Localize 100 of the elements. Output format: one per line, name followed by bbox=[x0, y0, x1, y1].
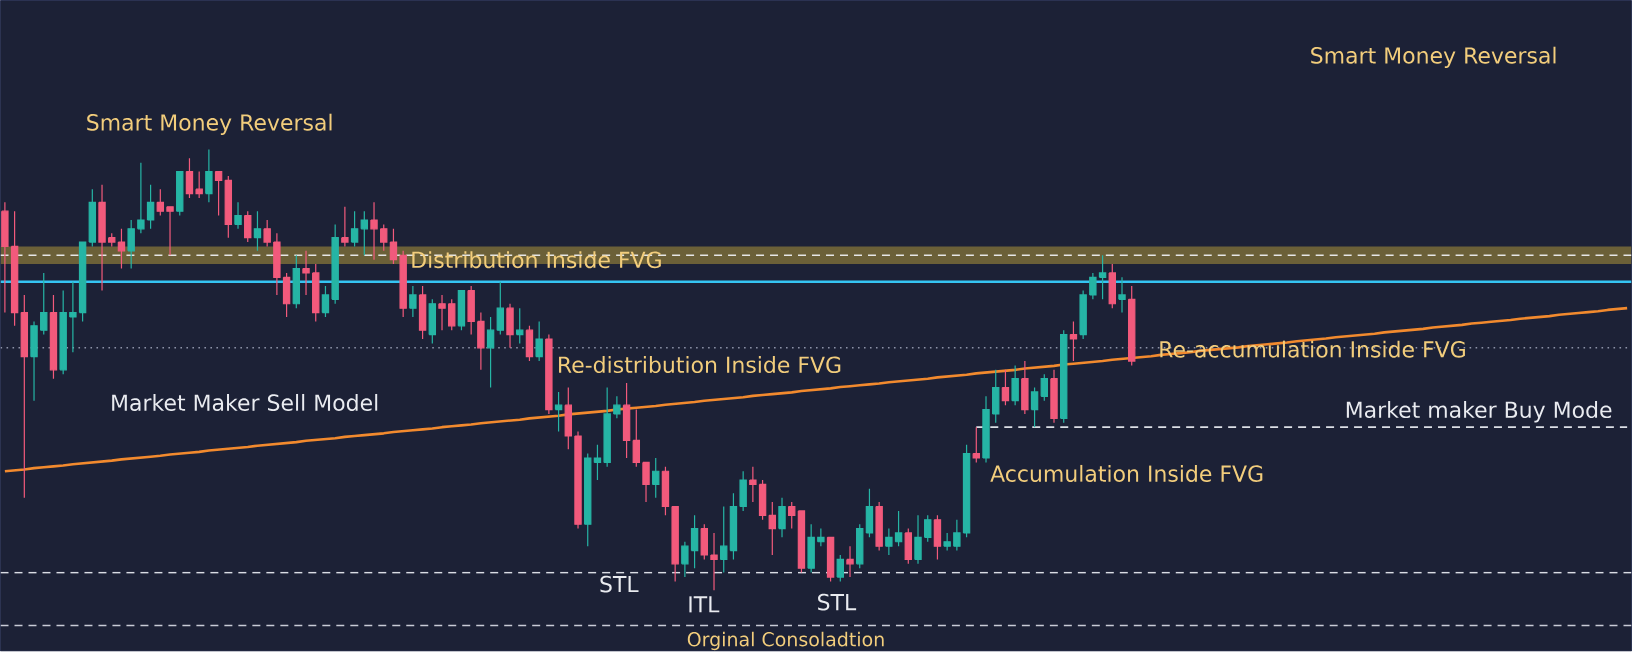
candlestick bbox=[642, 462, 650, 503]
candlestick bbox=[486, 316, 495, 389]
candlestick bbox=[613, 395, 621, 420]
text: Smart Money Reversal bbox=[87, 113, 332, 136]
candlestick bbox=[1001, 369, 1010, 406]
candlestick bbox=[40, 272, 48, 336]
candlestick bbox=[273, 232, 281, 296]
candlestick bbox=[1108, 263, 1116, 309]
candlestick bbox=[972, 426, 980, 464]
candlestick bbox=[652, 457, 660, 499]
text: ITL bbox=[689, 596, 720, 613]
candlestick bbox=[593, 444, 602, 481]
candlestick bbox=[506, 303, 514, 349]
candlestick bbox=[1079, 290, 1087, 340]
annotation: Market Maker Sell Model bbox=[112, 394, 378, 412]
candlestick bbox=[924, 514, 932, 543]
candlestick bbox=[205, 149, 213, 204]
candlestick bbox=[1098, 254, 1107, 301]
candlestick bbox=[865, 488, 874, 539]
candlestick bbox=[20, 294, 29, 499]
candlestick bbox=[49, 294, 58, 380]
candlestick bbox=[117, 228, 126, 270]
candlestick bbox=[885, 528, 893, 556]
candlestick bbox=[700, 523, 709, 561]
candlestick bbox=[1030, 387, 1039, 428]
candlestick bbox=[1040, 373, 1048, 402]
candlestick bbox=[671, 506, 679, 583]
candlestick bbox=[477, 312, 485, 371]
candlestick bbox=[1118, 276, 1126, 314]
candlestick bbox=[953, 519, 961, 552]
candlestick bbox=[1021, 360, 1029, 415]
candlestick bbox=[282, 272, 291, 318]
candlestick bbox=[729, 492, 738, 561]
candlestick bbox=[380, 224, 388, 252]
candlestick bbox=[30, 320, 38, 402]
candlestick bbox=[584, 453, 592, 547]
text: STL bbox=[818, 594, 857, 611]
candlestick bbox=[88, 188, 97, 248]
candlestick bbox=[632, 409, 641, 468]
candlestick bbox=[846, 545, 854, 578]
candlestick bbox=[234, 201, 242, 230]
candlestick bbox=[59, 290, 67, 376]
candlestick bbox=[496, 281, 505, 336]
candlestick bbox=[302, 250, 310, 296]
candlestick bbox=[98, 184, 106, 292]
candlestick bbox=[195, 171, 203, 199]
candlestick bbox=[438, 294, 446, 331]
candlestick bbox=[982, 395, 990, 464]
candlestick bbox=[146, 184, 155, 230]
candlestick bbox=[807, 523, 815, 574]
candlestick bbox=[545, 334, 553, 415]
candlestick bbox=[875, 501, 883, 552]
candlestick bbox=[1069, 320, 1078, 362]
candlestick bbox=[749, 466, 757, 503]
candlestick bbox=[389, 228, 398, 265]
candlestick bbox=[739, 470, 747, 512]
candlestick bbox=[788, 501, 796, 530]
candlestick bbox=[836, 554, 845, 583]
candlestick bbox=[1011, 365, 1019, 406]
candlestick bbox=[894, 510, 903, 547]
candlestick bbox=[681, 541, 689, 578]
candlestick bbox=[603, 387, 611, 468]
candlestick bbox=[516, 307, 524, 345]
candlestick bbox=[564, 387, 573, 451]
annotation: Re-distribution Inside FVG bbox=[559, 356, 841, 374]
candlestick bbox=[1, 201, 9, 314]
candlestick bbox=[1050, 369, 1058, 424]
candlestick bbox=[418, 285, 427, 340]
candlestick bbox=[166, 206, 174, 257]
annotation: Market maker Buy Mode bbox=[1346, 401, 1612, 423]
candlestick bbox=[428, 298, 437, 345]
candlestick bbox=[1089, 272, 1097, 301]
candlestick bbox=[943, 532, 951, 552]
candlestick bbox=[409, 285, 417, 318]
candlestick bbox=[341, 206, 349, 248]
candlestick bbox=[127, 219, 135, 270]
annotation: STL bbox=[600, 575, 639, 593]
text: Smart Money Reversal bbox=[1311, 46, 1556, 69]
candlestick bbox=[768, 501, 777, 556]
candlestick bbox=[622, 382, 631, 459]
candlestick bbox=[108, 232, 116, 248]
candlestick bbox=[321, 285, 330, 318]
candlestick bbox=[914, 514, 922, 565]
candlestick bbox=[690, 514, 699, 570]
candlestick bbox=[992, 369, 1000, 424]
candlestick bbox=[710, 532, 718, 592]
candlestick bbox=[137, 162, 145, 235]
candlestick bbox=[331, 224, 339, 305]
candlestick bbox=[312, 263, 320, 323]
ref-line-label: Orginal Consoladtion bbox=[687, 631, 884, 651]
candlestick bbox=[904, 528, 912, 565]
candlestick bbox=[370, 201, 378, 261]
annotation: Accumulation Inside FVG bbox=[990, 465, 1263, 483]
candlestick bbox=[350, 210, 359, 248]
candlestick bbox=[214, 171, 223, 217]
candlestick bbox=[817, 528, 825, 547]
candlestick bbox=[778, 497, 786, 539]
candlestick bbox=[263, 219, 271, 248]
candlestick bbox=[399, 250, 407, 318]
candlestick bbox=[69, 281, 77, 354]
